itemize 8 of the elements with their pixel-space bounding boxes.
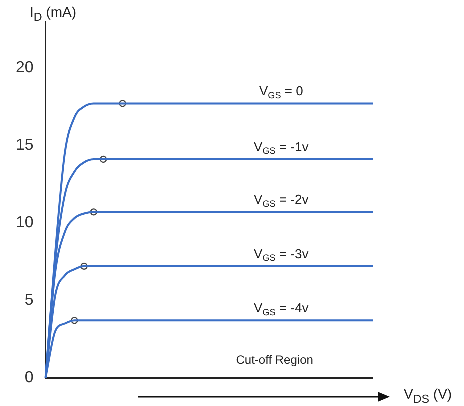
- y-tick-label: 20: [16, 59, 34, 76]
- annotation: Cut-off Region: [236, 353, 314, 367]
- y-tick-label: 15: [16, 136, 34, 154]
- x-axis-title: V$_{DS}$ (V): [404, 386, 452, 406]
- y-tick-label: 0: [24, 369, 34, 386]
- y-tick-label: 5: [24, 292, 34, 309]
- y-tick-label: 10: [16, 214, 34, 232]
- y-axis-title: I$_{D}$ (mA): [30, 4, 77, 24]
